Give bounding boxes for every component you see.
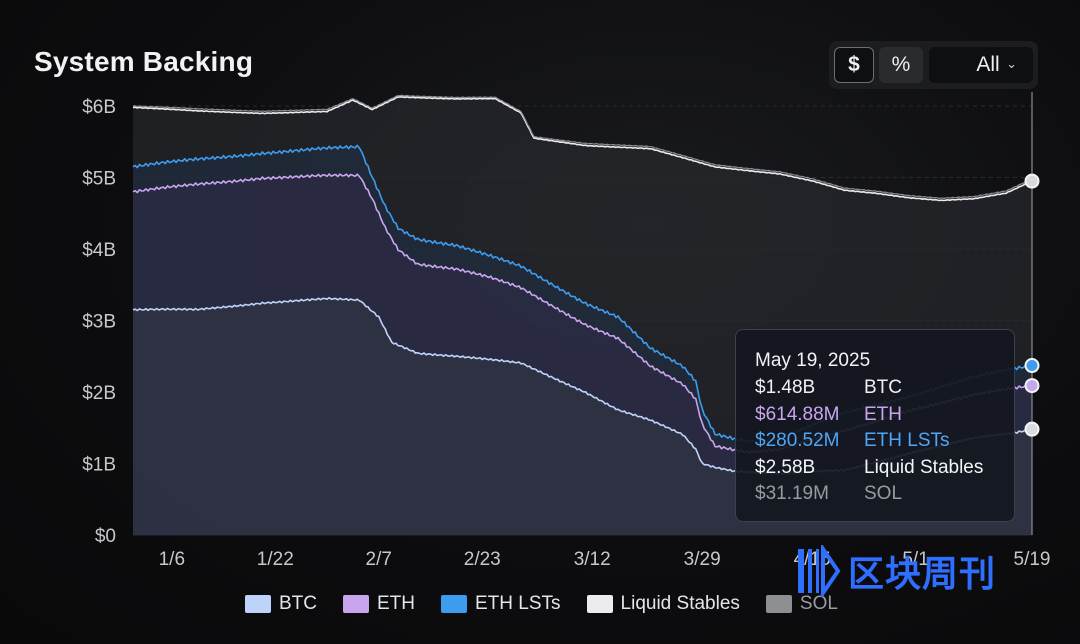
tooltip-row: $31.19M SOL [755,481,1014,508]
y-tick-label: $3B [82,312,116,333]
y-tick-label: $1B [82,455,116,476]
x-tick-label: 5/19 [1014,549,1051,570]
legend-item-btc[interactable]: BTC [245,593,317,615]
tooltip-row: $2.58B Liquid Stables [755,455,1014,482]
legend-item-liquid-stables[interactable]: Liquid Stables [586,593,740,615]
chevron-down-icon: ⌄ [1006,56,1017,71]
tooltip-rows: $1.48B BTC $614.88M ETH $280.52M ETH LSTs $2.5… [755,375,1014,508]
y-tick-label: $6B [82,97,116,118]
legend-swatch [245,595,271,613]
y-tick-label: $0 [95,526,116,547]
x-tick-label: 3/29 [684,549,721,570]
tooltip-label: Liquid Stables [864,456,984,478]
chart-legend: BTC ETH ETH LSTs Liquid Stables SOL [245,592,864,616]
x-tick-label: 5/1 [902,549,928,570]
page-title: System Backing [34,46,254,77]
legend-label: Liquid Stables [620,593,740,614]
tooltip-row: $280.52M ETH LSTs [755,428,1014,455]
x-tick-label: 3/12 [574,549,611,570]
watermark-text: 区块周刊 [848,553,997,594]
legend-swatch [343,595,369,613]
marker-eth-lsts [1024,358,1040,374]
tooltip-date: May 19, 2025 [755,350,871,371]
tooltip-row: $614.88M ETH [755,402,1014,429]
block-weekly-logo-icon [798,545,840,597]
legend-label: BTC [279,593,317,614]
range-dropdown[interactable]: All ⌄ [929,47,1033,83]
legend-label: SOL [799,593,838,614]
view-controls: $ % All ⌄ [829,41,1038,89]
tooltip-value: $280.52M [755,430,840,451]
x-tick-label: 1/22 [257,549,294,570]
dollar-toggle-button[interactable]: $ [834,47,874,83]
tooltip-label: SOL [864,483,903,504]
range-dropdown-value: All [976,53,1000,76]
tooltip-label: ETH [864,403,902,425]
tooltip-label: BTC [864,377,902,398]
watermark: 区块周刊 [796,545,996,597]
marker-btc [1024,421,1040,437]
legend-label: ETH LSTs [475,593,561,614]
x-tick-label: 2/7 [366,549,392,570]
legend-label: ETH [377,593,415,614]
marker-liquid-stables [1024,173,1040,189]
marker-eth [1024,378,1040,394]
legend-swatch [765,595,792,613]
line-liquid-stables[interactable] [132,96,1033,202]
x-tick-label: 2/23 [464,549,501,570]
tooltip-value: $2.58B [755,456,816,478]
tooltip-value: $31.19M [755,483,829,504]
x-tick-label: 1/6 [159,549,185,570]
legend-item-sol[interactable]: SOL [765,593,838,615]
legend-swatch [586,595,613,613]
tooltip-value: $1.48B [755,377,816,398]
hover-tooltip: May 19, 2025 $1.48B BTC $614.88M ETH $280.52… [735,329,1015,522]
y-tick-label: $2B [82,383,116,404]
tooltip-value: $614.88M [755,403,840,425]
legend-item-eth[interactable]: ETH [343,593,415,615]
tooltip-row: $1.48B BTC [755,375,1014,402]
line-sol[interactable] [132,94,1033,199]
tooltip-label: ETH LSTs [864,430,950,451]
percent-toggle-button[interactable]: % [879,47,923,83]
legend-item-eth-lsts[interactable]: ETH LSTs [441,593,561,615]
legend-swatch [441,595,467,613]
cursor-markers [1024,92,1040,535]
y-tick-label: $5B [82,169,116,190]
y-tick-label: $4B [82,240,116,261]
